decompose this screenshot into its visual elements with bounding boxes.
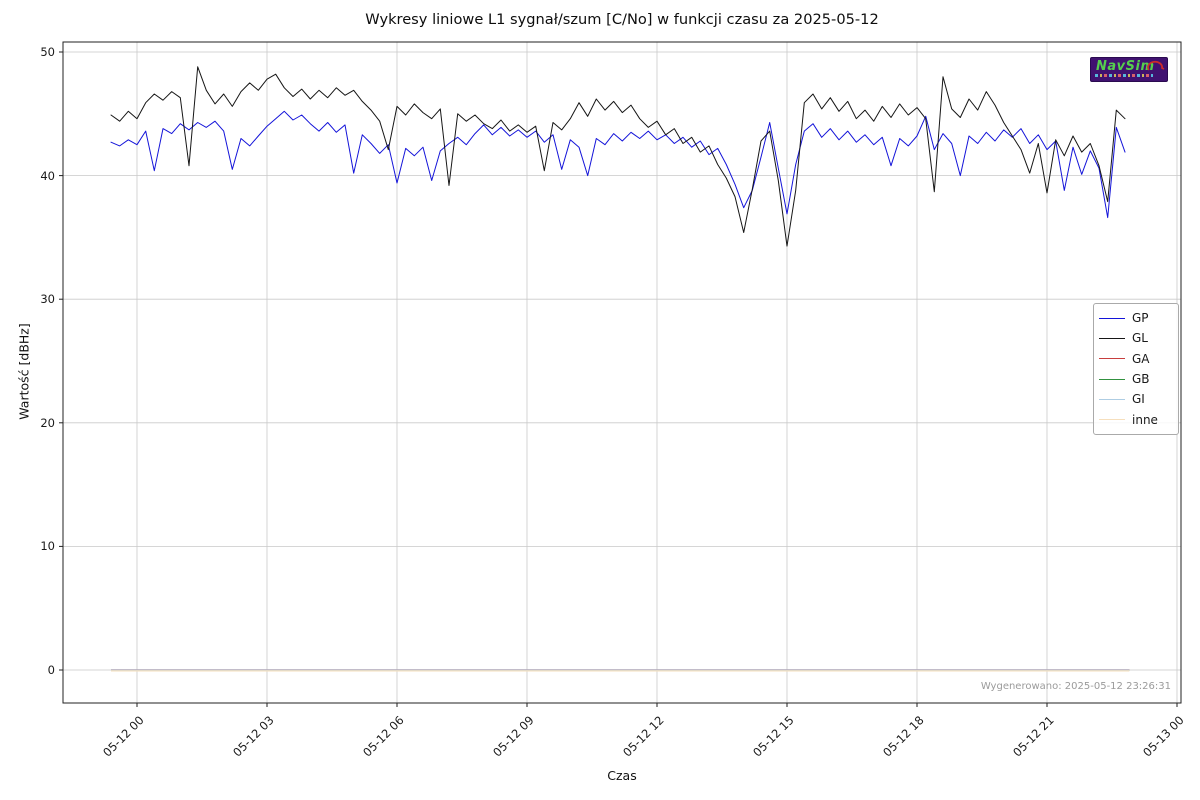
logo-text: NavSim [1096, 59, 1155, 74]
legend-item-gp: GP [1099, 308, 1172, 328]
logo-subtext [1095, 74, 1153, 77]
y-tick-label: 30 [40, 292, 55, 307]
axes-border [62, 41, 1182, 704]
x-axis-label: Czas [607, 768, 637, 783]
legend-item-label: GP [1132, 311, 1149, 326]
chart-title: Wykresy liniowe L1 sygnał/szum [C/No] w … [365, 11, 879, 28]
legend-item-label: GL [1132, 331, 1148, 346]
series-line-gp [110, 110, 1126, 219]
legend-item-label: GA [1132, 351, 1150, 366]
legend-line-sample [1099, 358, 1125, 360]
legend-line-sample [1099, 317, 1125, 319]
legend-item-ga: GA [1099, 349, 1172, 369]
y-axis-label: Wartość [dBHz] [16, 323, 32, 420]
y-tick-label: 0 [47, 663, 55, 677]
legend: GP GL GA GB GI inne [1093, 303, 1179, 435]
y-tick-label: 20 [40, 415, 55, 430]
legend-item-gb: GB [1099, 369, 1172, 389]
legend-line-sample [1099, 337, 1125, 339]
y-tick-label: 50 [40, 45, 55, 59]
legend-line-sample [1099, 378, 1125, 380]
legend-line-sample [1099, 398, 1125, 400]
logo: NavSim [1090, 57, 1168, 82]
logo-swoosh-icon [1147, 60, 1165, 71]
generated-timestamp: Wygenerowano: 2025-05-12 23:26:31 [980, 681, 1171, 692]
y-tick-label: 40 [40, 168, 55, 183]
legend-item-label: GB [1132, 372, 1150, 387]
legend-item-inne: inne [1099, 409, 1172, 429]
series-line-gl [110, 66, 1126, 247]
legend-item-gl: GL [1099, 328, 1172, 348]
legend-item-label: GI [1132, 392, 1145, 407]
legend-item-gi: GI [1099, 389, 1172, 409]
y-tick-label: 10 [40, 539, 55, 554]
legend-item-label: inne [1132, 412, 1158, 427]
legend-line-sample [1099, 419, 1125, 421]
